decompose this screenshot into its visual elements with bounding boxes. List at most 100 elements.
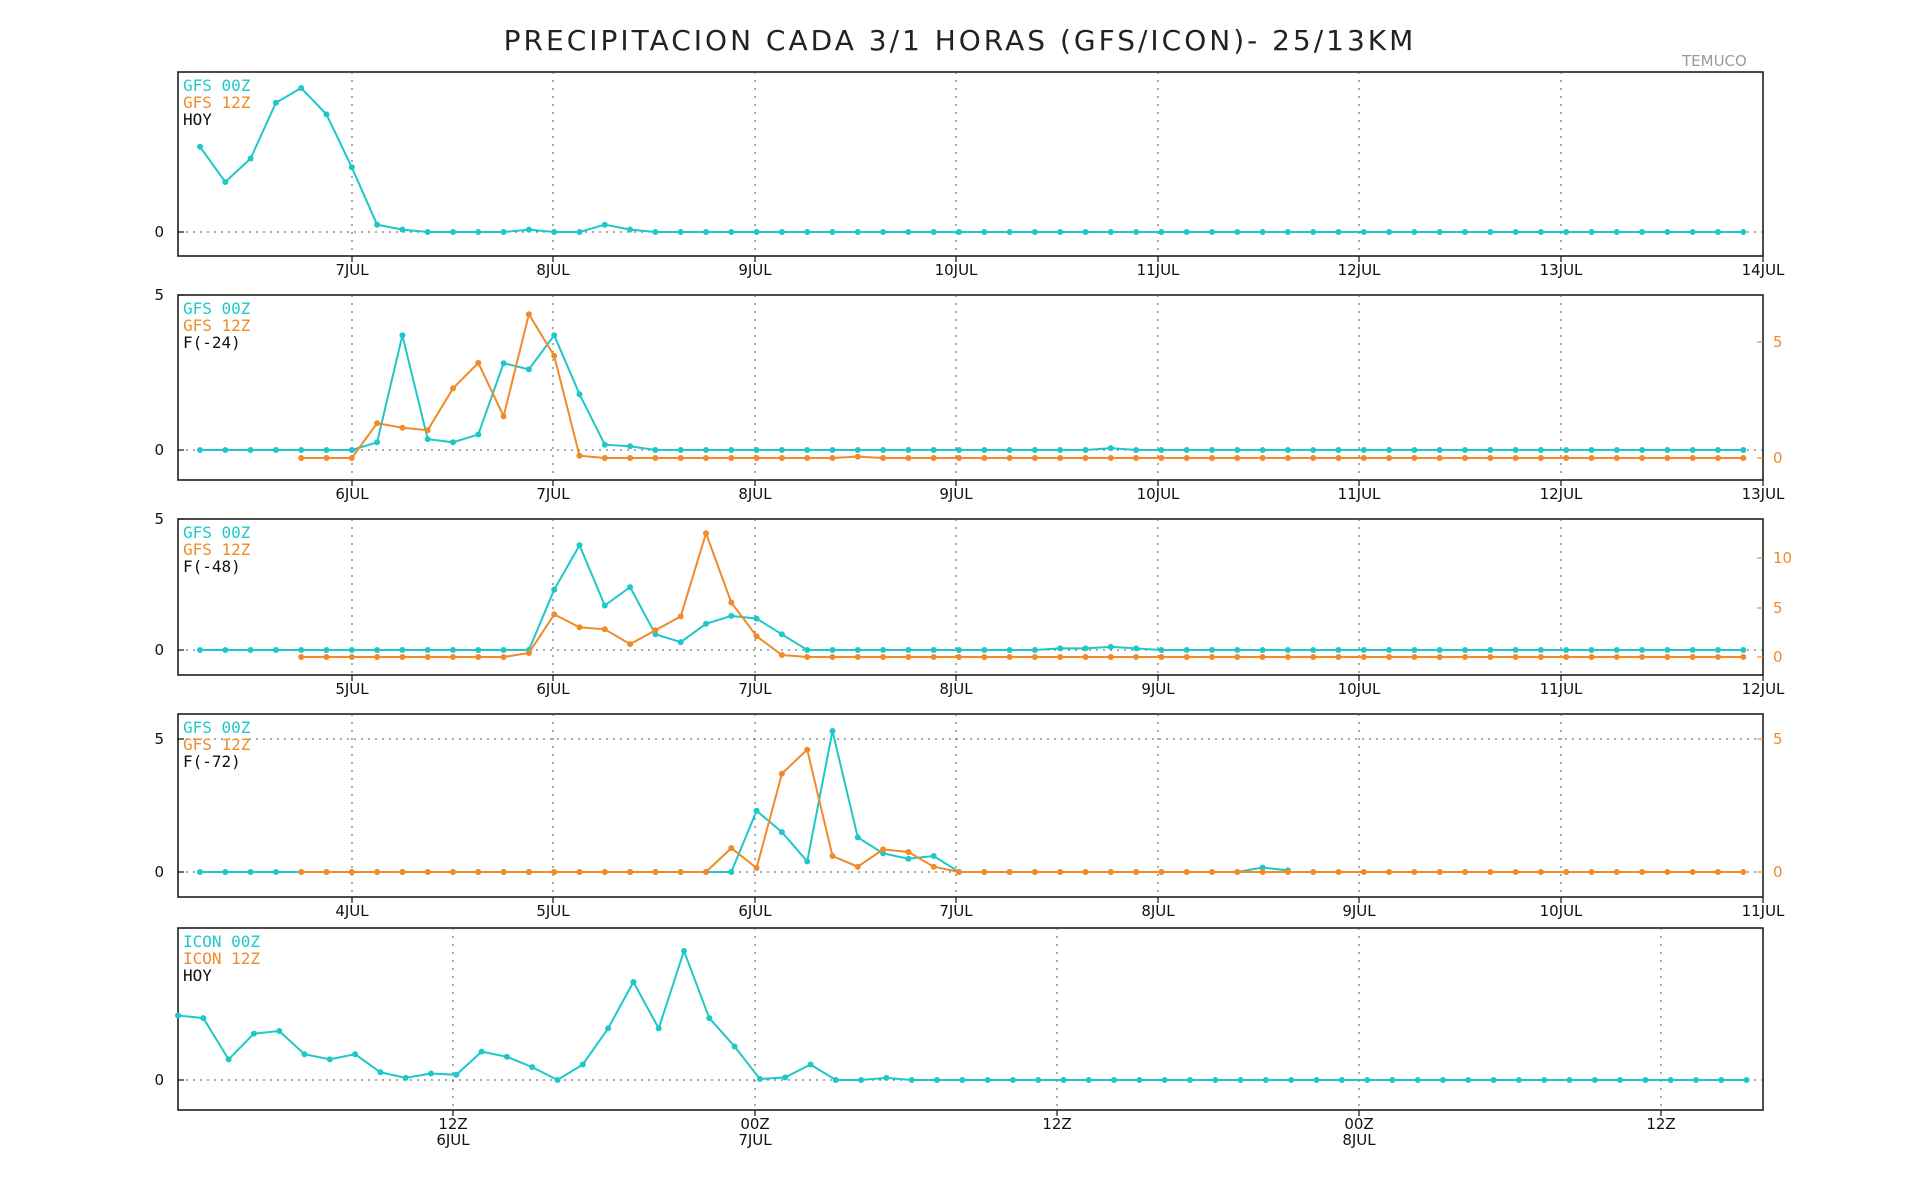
point-12z <box>1183 455 1190 461</box>
point-00z <box>605 1025 612 1032</box>
point-12z <box>778 770 785 777</box>
x-tick-label: 9JUL <box>1342 902 1376 920</box>
point-00z <box>222 179 229 185</box>
point-12z <box>1209 654 1215 660</box>
point-00z <box>703 620 709 627</box>
point-00z <box>247 869 254 875</box>
point-00z <box>1158 647 1165 653</box>
point-00z <box>399 332 406 339</box>
point-00z <box>1234 447 1241 453</box>
point-00z <box>1689 447 1696 453</box>
point-12z <box>1613 455 1620 461</box>
point-00z <box>1006 229 1013 235</box>
series-line-12z <box>301 311 1744 459</box>
point-12z <box>1689 869 1696 875</box>
x-tick-label: 11JUL <box>1137 261 1180 279</box>
point-12z <box>551 352 558 359</box>
legend-run-12z: GFS 12Z <box>183 540 251 559</box>
point-00z <box>1588 647 1595 653</box>
point-12z <box>1234 455 1241 461</box>
panel-frame <box>177 71 1764 257</box>
x-tick-label: 10JUL <box>935 261 978 279</box>
point-00z <box>804 229 811 235</box>
point-00z <box>250 1030 257 1037</box>
point-12z <box>753 633 760 640</box>
point-12z <box>829 853 836 859</box>
x-tick-label: 13JUL <box>1742 485 1785 503</box>
point-00z <box>652 229 659 235</box>
point-12z <box>880 846 887 853</box>
point-00z <box>905 229 912 235</box>
point-12z <box>1740 869 1747 875</box>
point-00z <box>1335 647 1342 653</box>
point-00z <box>503 1053 510 1060</box>
point-12z <box>1512 869 1519 875</box>
point-00z <box>1158 447 1165 453</box>
point-12z <box>399 654 406 660</box>
point-12z <box>323 654 330 660</box>
panel-frame <box>177 294 1764 481</box>
point-00z <box>1060 1077 1067 1083</box>
point-12z <box>1512 455 1519 461</box>
point-12z <box>930 863 937 870</box>
point-12z <box>424 869 431 875</box>
point-00z <box>756 1076 763 1082</box>
point-12z <box>576 624 583 631</box>
point-00z <box>1284 647 1291 653</box>
point-00z <box>450 647 456 653</box>
legend-forecast-day: F(-72) <box>183 752 241 771</box>
point-00z <box>981 229 988 235</box>
point-12z <box>1082 654 1089 660</box>
point-00z <box>753 447 760 453</box>
point-00z <box>1111 1077 1118 1083</box>
point-12z <box>1158 455 1165 461</box>
point-00z <box>753 229 760 235</box>
point-00z <box>525 366 532 373</box>
point-00z <box>883 1074 890 1081</box>
point-00z <box>1563 647 1570 653</box>
point-12z <box>677 869 684 875</box>
point-12z <box>854 453 861 460</box>
point-00z <box>1487 229 1494 235</box>
point-00z <box>1057 447 1064 453</box>
point-00z <box>475 229 482 235</box>
point-00z <box>1436 647 1443 653</box>
point-12z <box>880 455 887 461</box>
point-00z <box>956 447 962 453</box>
legend-forecast-day: F(-24) <box>183 333 241 352</box>
point-00z <box>703 229 709 235</box>
point-12z <box>1411 455 1418 461</box>
point-00z <box>200 1015 207 1022</box>
point-00z <box>1234 229 1241 235</box>
point-12z <box>1588 869 1595 875</box>
point-12z <box>1006 455 1013 461</box>
x-tick-label: 6JUL <box>738 902 772 920</box>
point-00z <box>728 612 735 619</box>
point-00z <box>301 1051 308 1058</box>
y-tick-label: 0 <box>154 863 164 881</box>
point-12z <box>778 652 785 658</box>
point-00z <box>1465 1077 1472 1083</box>
point-00z <box>1718 1077 1725 1083</box>
point-12z <box>1284 654 1291 660</box>
point-00z <box>829 647 836 653</box>
x-tick-label: 12Z <box>438 1115 467 1133</box>
point-12z <box>1639 455 1646 461</box>
point-00z <box>475 647 482 653</box>
point-12z <box>1259 869 1266 875</box>
point-00z <box>1664 229 1671 235</box>
point-00z <box>576 229 583 235</box>
point-12z <box>804 746 811 753</box>
series-line-00z <box>200 730 1289 873</box>
point-00z <box>1237 1077 1244 1083</box>
point-12z <box>500 869 507 875</box>
point-00z <box>677 229 684 235</box>
point-00z <box>1364 1077 1371 1083</box>
point-12z <box>1057 869 1064 875</box>
point-12z <box>1107 869 1114 875</box>
point-12z <box>374 654 381 660</box>
panel-hoy-gfs: 7JUL 8JUL 9JUL 10JUL 11JUL 12JUL 13JUL 14JUL 0 GF… <box>154 71 1785 279</box>
legend-run-12z: ICON 12Z <box>183 949 260 968</box>
point-12z <box>956 654 962 660</box>
point-12z <box>1057 654 1064 660</box>
